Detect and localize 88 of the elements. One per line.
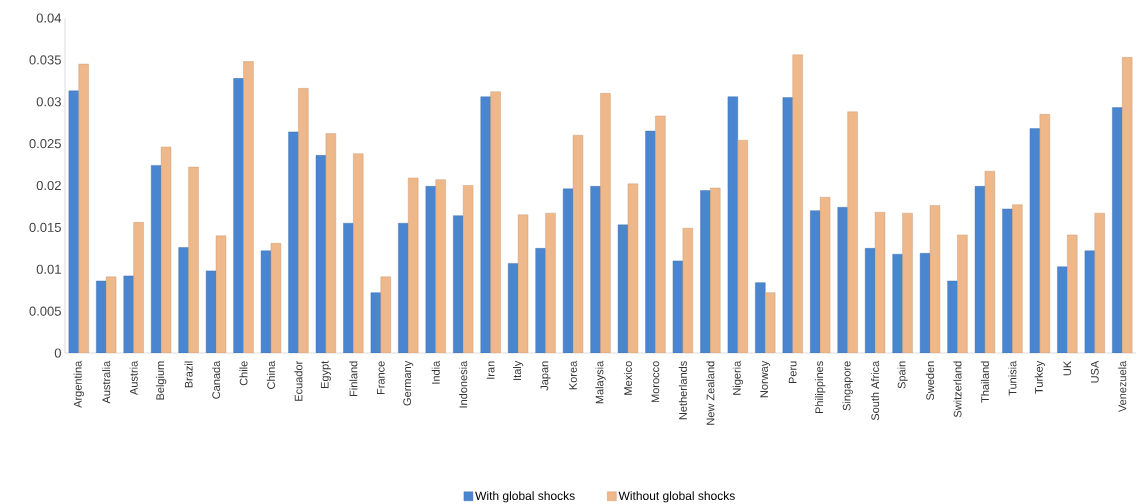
x-tick-label: Netherlands (678, 361, 687, 420)
bar (1002, 208, 1013, 353)
bar (178, 247, 189, 353)
x-tick-label: Turkey (1034, 360, 1045, 394)
x-tick-label: Belgium (155, 361, 167, 400)
bar (837, 207, 848, 353)
x-tick-label: India (431, 360, 440, 384)
bar (600, 93, 611, 353)
bar (655, 115, 666, 353)
bar (398, 222, 409, 353)
x-tick-label: New Zealand (706, 361, 715, 425)
bar (188, 166, 199, 353)
bar (902, 212, 913, 353)
bar (710, 187, 721, 353)
bar (298, 88, 309, 353)
x-tick-label: Peru (788, 361, 797, 384)
y-tick-label: 0.005 (29, 306, 61, 316)
bar (435, 179, 446, 353)
bar (343, 222, 354, 353)
x-tick-label: Canada (212, 360, 221, 399)
x-tick-label: Brazil (184, 361, 193, 388)
x-tick-label: Italy (512, 360, 524, 380)
x-tick-label: Malaysia (595, 360, 606, 404)
bar (847, 111, 858, 353)
bar (380, 276, 391, 353)
bar (1012, 204, 1023, 353)
x-tick-label: France (376, 361, 385, 395)
bar (480, 96, 491, 353)
bar (810, 210, 821, 353)
x-tick-label: UK (1063, 360, 1072, 376)
x-tick-label: Indonesia (459, 360, 468, 408)
x-tick-label: Morocco (651, 361, 660, 403)
legend-label: Without global shocks (618, 491, 735, 503)
x-tick-label: USA (1090, 360, 1099, 383)
bar (243, 61, 254, 353)
bar (535, 248, 546, 353)
bar (425, 186, 436, 353)
y-tick-label: 0.04 (36, 13, 62, 23)
bar (233, 78, 244, 353)
legend-label: With global shocks (475, 491, 575, 503)
y-tick-label: 0.035 (29, 55, 61, 65)
x-tick-label: Japan (540, 361, 551, 391)
x-tick-label: Australia (102, 360, 111, 404)
x-tick-label: Chile (239, 361, 248, 386)
bar (700, 190, 711, 353)
x-tick-label: Mexico (623, 361, 632, 395)
bar (1057, 266, 1068, 353)
y-tick-label: 0.015 (29, 222, 61, 232)
x-tick-label: Switzerland (953, 361, 962, 418)
bar (737, 140, 748, 353)
x-tick-label: Tunisia (1008, 360, 1017, 396)
x-tick-label: South Africa (871, 360, 880, 421)
bar (1094, 212, 1105, 353)
x-tick-label: Argentina (73, 360, 84, 408)
x-tick-label: Philippines (815, 361, 826, 414)
bar (1112, 107, 1123, 353)
bar (645, 130, 656, 353)
bar (288, 131, 299, 353)
x-tick-label: Austria (129, 360, 138, 395)
x-tick-label: Egypt (320, 360, 331, 388)
y-tick-label: 0 (54, 348, 61, 358)
x-tick-label: Thailand (980, 361, 989, 403)
bar (490, 91, 501, 353)
x-tick-label: Finland (349, 361, 358, 396)
bar (590, 186, 601, 353)
bar (133, 222, 144, 353)
x-tick-label: China (266, 360, 275, 389)
bar (78, 63, 89, 353)
x-tick-label: Sweden (925, 361, 935, 401)
x-tick-label: Norway (760, 360, 771, 398)
x-tick-label: Venezuela (1118, 360, 1127, 413)
bar (353, 153, 364, 353)
y-tick-label: 0.03 (36, 97, 61, 107)
y-tick-label: 0.02 (36, 180, 61, 191)
x-tick-label: Korea (569, 360, 577, 390)
x-tick-label: Singapore (842, 361, 853, 411)
x-tick-label: Iran (486, 361, 495, 379)
bar (782, 97, 793, 353)
bar (68, 90, 79, 353)
x-tick-label: Germany (403, 360, 414, 406)
y-tick-label: 0.025 (29, 139, 61, 149)
bar (453, 215, 464, 353)
x-tick-label: Nigeria (732, 360, 743, 395)
y-tick-label: 0.01 (36, 264, 61, 274)
x-tick-label: Spain (897, 361, 908, 389)
bar (545, 212, 556, 353)
bar (792, 54, 803, 353)
x-tick-label: Ecuador (294, 360, 303, 401)
